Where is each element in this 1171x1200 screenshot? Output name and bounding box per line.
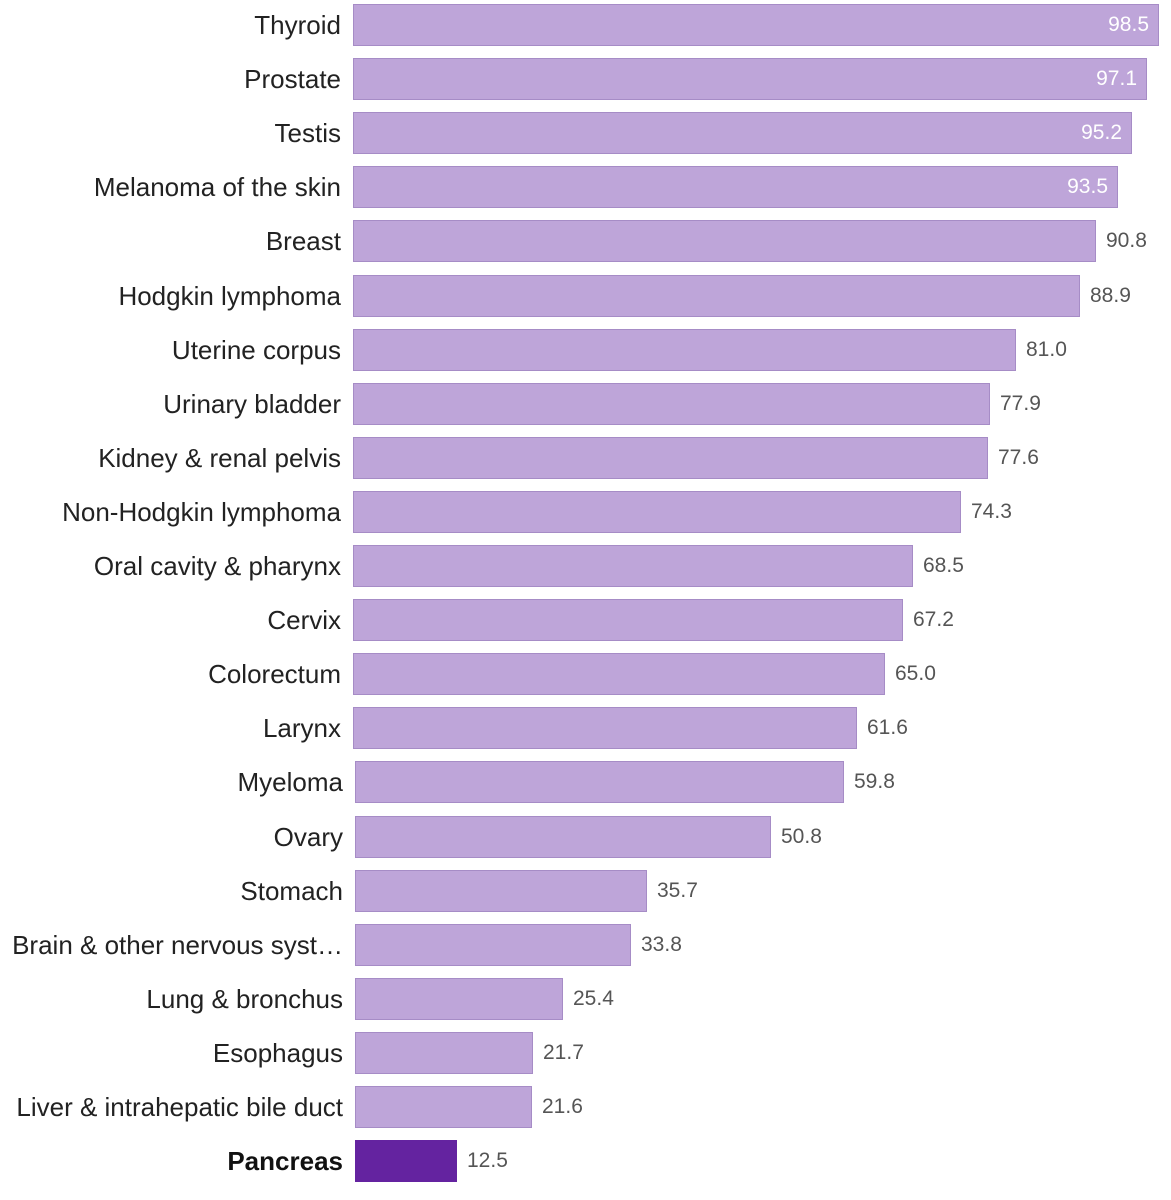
category-label: Oral cavity & pharynx <box>93 551 341 581</box>
bar <box>353 4 1159 46</box>
value-label: 98.5 <box>1108 13 1149 36</box>
category-label: Urinary bladder <box>163 389 341 419</box>
category-label: Brain & other nervous syst… <box>12 930 343 960</box>
bar <box>353 275 1080 317</box>
value-label: 95.2 <box>1081 121 1122 144</box>
value-label: 90.8 <box>1106 229 1147 252</box>
bar <box>353 545 913 587</box>
value-label: 68.5 <box>923 554 964 577</box>
bar <box>355 1032 533 1074</box>
category-label: Liver & intrahepatic bile duct <box>16 1092 343 1122</box>
value-label: 97.1 <box>1096 67 1137 90</box>
category-label: Uterine corpus <box>171 335 341 365</box>
bar <box>355 870 647 912</box>
value-label: 59.8 <box>854 770 895 793</box>
category-label: Kidney & renal pelvis <box>98 443 341 473</box>
category-label: Myeloma <box>237 767 343 797</box>
category-label: Hodgkin lymphoma <box>118 281 341 311</box>
bar <box>353 491 961 533</box>
value-label: 21.6 <box>542 1095 583 1118</box>
category-label: Melanoma of the skin <box>93 172 341 202</box>
value-label: 12.5 <box>467 1149 508 1172</box>
value-label: 67.2 <box>913 608 954 631</box>
value-label: 33.8 <box>641 933 682 956</box>
value-label: 25.4 <box>573 987 614 1010</box>
category-label: Non-Hodgkin lymphoma <box>62 497 341 527</box>
bar <box>353 599 903 641</box>
value-label: 65.0 <box>895 662 936 685</box>
value-label: 35.7 <box>657 879 698 902</box>
bar <box>353 707 857 749</box>
bar <box>353 383 990 425</box>
category-label: Larynx <box>262 713 341 743</box>
bar <box>353 58 1147 100</box>
bar <box>353 653 885 695</box>
value-label: 81.0 <box>1026 338 1067 361</box>
bar <box>353 166 1118 208</box>
value-label: 74.3 <box>971 500 1012 523</box>
bar <box>355 816 771 858</box>
value-label: 77.6 <box>998 446 1039 469</box>
bar-highlighted <box>355 1140 457 1182</box>
value-label: 77.9 <box>1000 392 1041 415</box>
bar <box>355 1086 532 1128</box>
category-label: Thyroid <box>254 10 341 40</box>
category-label: Lung & bronchus <box>146 984 343 1014</box>
value-label: 61.6 <box>867 716 908 739</box>
bar <box>353 437 988 479</box>
bar <box>353 112 1132 154</box>
value-label: 50.8 <box>781 825 822 848</box>
bar <box>355 978 563 1020</box>
category-label: Testis <box>274 118 341 148</box>
bar <box>353 329 1016 371</box>
category-label: Ovary <box>273 822 343 852</box>
bar <box>355 761 844 803</box>
category-label: Esophagus <box>212 1038 343 1068</box>
value-label: 88.9 <box>1090 284 1131 307</box>
value-label: 21.7 <box>543 1041 584 1064</box>
category-label: Stomach <box>240 876 343 906</box>
bar <box>355 924 631 966</box>
category-label: Colorectum <box>208 659 341 689</box>
category-label: Cervix <box>267 605 341 635</box>
category-label: Breast <box>265 226 341 256</box>
value-label: 93.5 <box>1067 175 1108 198</box>
category-label: Pancreas <box>227 1146 343 1176</box>
category-label: Prostate <box>244 64 341 94</box>
bar <box>353 220 1096 262</box>
